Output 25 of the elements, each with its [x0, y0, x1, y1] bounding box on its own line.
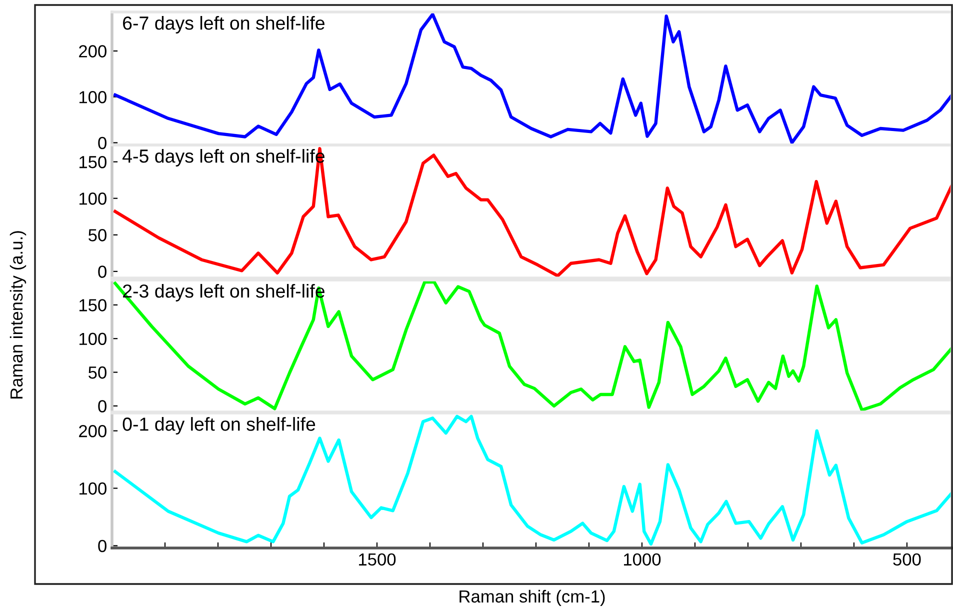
y-tick-label: 150 — [80, 156, 106, 168]
line-series — [114, 280, 952, 412]
chart-title: 0-1 day left on shelf-life — [122, 417, 316, 435]
y-tick-label: 100 — [80, 332, 106, 346]
line-series — [114, 12, 952, 144]
x-axis-title: Raman shift (cm-1) — [460, 590, 605, 606]
y-tick-label: 150 — [80, 299, 106, 312]
y-tick-label: 100 — [80, 482, 106, 495]
y-tick-label: 0 — [98, 136, 106, 150]
y-tick-label: 0 — [98, 400, 106, 412]
y-tick-label: 50 — [88, 229, 106, 242]
y-tick-label: 100 — [80, 91, 106, 104]
y-tick-label: 0 — [98, 266, 106, 278]
y-axis-title: Raman intensity (a.u.) — [10, 231, 26, 398]
y-tick-label: 50 — [88, 366, 106, 379]
chart-title: 6-7 days left on shelf-life — [123, 16, 324, 34]
y-tick-label: 0 — [98, 540, 106, 552]
y-tick-label: 100 — [80, 192, 106, 205]
x-tick-label: 1000 — [624, 553, 661, 566]
y-tick-label: 200 — [79, 45, 106, 58]
x-tick-label: 500 — [893, 553, 921, 566]
x-tick-label: 1500 — [359, 553, 396, 566]
line-series — [114, 414, 952, 546]
line-series — [114, 147, 952, 278]
y-tick-label: 200 — [79, 424, 106, 438]
